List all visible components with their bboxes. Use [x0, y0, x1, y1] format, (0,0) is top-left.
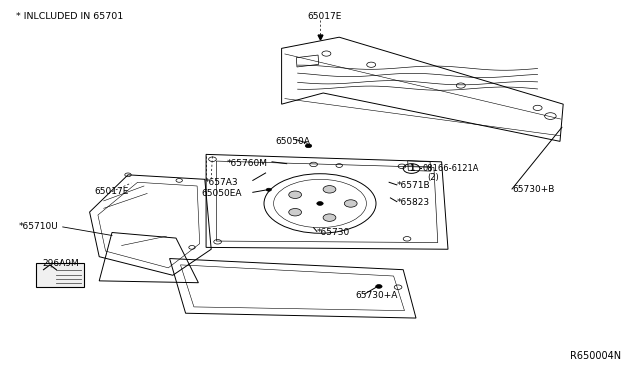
- Text: * INLCLUDED IN 65701: * INLCLUDED IN 65701: [16, 12, 124, 21]
- FancyBboxPatch shape: [36, 263, 84, 287]
- Circle shape: [323, 186, 336, 193]
- Text: *65710U: *65710U: [19, 222, 59, 231]
- Circle shape: [305, 144, 312, 148]
- Text: R650004N: R650004N: [570, 351, 621, 361]
- Circle shape: [317, 202, 323, 205]
- Text: *65730: *65730: [317, 228, 350, 237]
- Text: !: !: [49, 264, 51, 269]
- Text: 65050EA: 65050EA: [202, 189, 242, 198]
- Text: 65730+A: 65730+A: [355, 291, 397, 300]
- Circle shape: [323, 214, 336, 221]
- Text: *6571B: *6571B: [397, 182, 431, 190]
- Text: 296A9M: 296A9M: [42, 259, 79, 268]
- Text: 1: 1: [409, 164, 414, 173]
- Text: 65017E: 65017E: [95, 187, 129, 196]
- Circle shape: [344, 200, 357, 207]
- Circle shape: [266, 188, 271, 191]
- Text: *65823: *65823: [397, 198, 430, 207]
- Text: 65050A: 65050A: [275, 137, 310, 146]
- Text: *65760M: *65760M: [227, 159, 268, 168]
- Circle shape: [376, 285, 382, 288]
- Text: 65017E: 65017E: [307, 12, 342, 21]
- Text: 08166-6121A: 08166-6121A: [422, 164, 479, 173]
- Circle shape: [289, 209, 301, 216]
- Text: 65730+B: 65730+B: [512, 185, 554, 194]
- Text: *657A3: *657A3: [205, 178, 239, 187]
- Text: (2): (2): [428, 173, 439, 182]
- Circle shape: [289, 191, 301, 198]
